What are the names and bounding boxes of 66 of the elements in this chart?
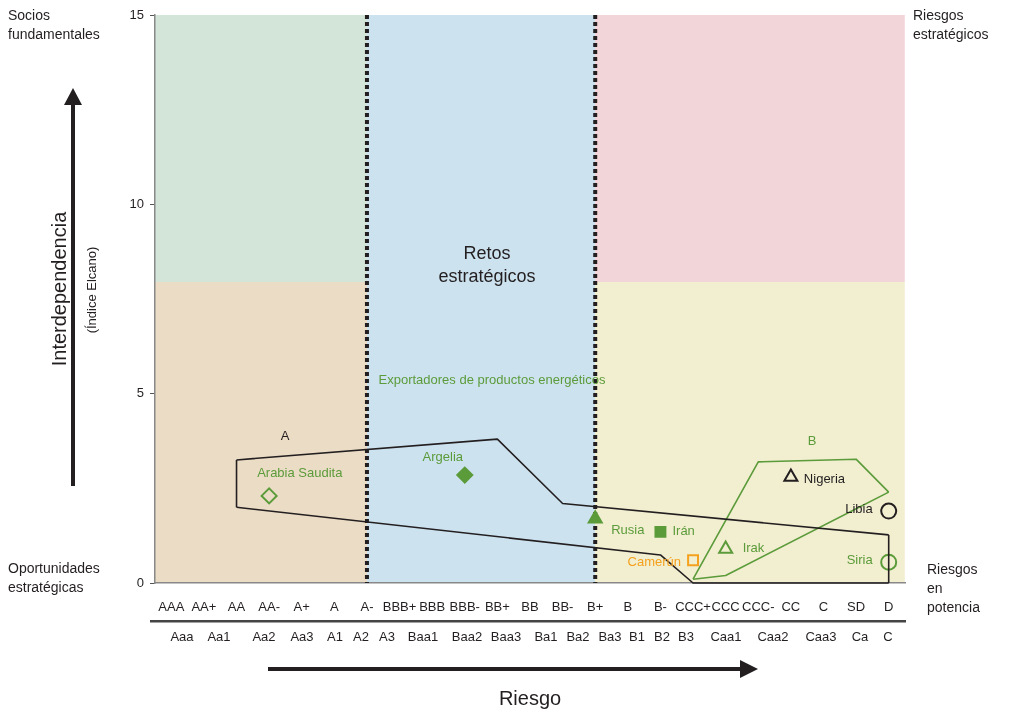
- text: Aa1: [206, 628, 232, 646]
- series-label: Arabia Saudita: [257, 465, 344, 481]
- x-tick-label: CC: [781, 599, 801, 615]
- text: A3: [379, 629, 395, 644]
- y-axis-title: Interdependencia: [47, 210, 70, 367]
- x-tick-label: BB-: [551, 599, 574, 615]
- annotation: B: [806, 432, 818, 450]
- text: Caa3: [804, 628, 838, 646]
- x-tick-label: B: [623, 599, 633, 615]
- text: A2: [353, 629, 369, 644]
- x-tick-label: BB+: [484, 599, 510, 615]
- text: Caa2: [756, 628, 790, 646]
- x-tick-label: CCC-: [742, 599, 775, 615]
- text: C: [883, 629, 893, 644]
- text: Riesgos estratégicos: [913, 6, 990, 44]
- text: Aa2: [251, 628, 277, 646]
- x-axis-title: Riesgo: [498, 686, 562, 709]
- x-tick-label: A-: [360, 599, 374, 615]
- x-tick-label: BBB-: [449, 599, 480, 615]
- series-label: Nigeria: [803, 470, 846, 486]
- text: Socios fundamentales: [8, 6, 101, 44]
- x-tick-label: B+: [587, 599, 604, 615]
- text: Ba1: [534, 629, 558, 644]
- text: Baa1: [406, 628, 440, 646]
- series-label: Irak: [742, 540, 765, 556]
- text: Baa3: [489, 628, 523, 646]
- text: (Índice Elcano): [84, 246, 100, 334]
- text: B3: [678, 629, 694, 644]
- text: A1: [327, 629, 343, 644]
- y-tick-label: 5: [136, 385, 144, 401]
- x-tick-label: AA: [227, 599, 246, 615]
- text: Ba3: [598, 629, 622, 644]
- x-tick-label: CCC+: [675, 599, 711, 615]
- y-tick-label: 0: [136, 574, 144, 590]
- x-tick-label: A: [330, 599, 340, 615]
- series-label: Siria: [846, 551, 874, 567]
- text: Oportunidades estratégicas: [8, 559, 101, 597]
- text: Aa3: [289, 628, 315, 646]
- x-tick-label: C: [818, 599, 829, 615]
- x-tick-label: D: [884, 599, 894, 615]
- text: Aaa: [169, 628, 195, 646]
- x-tick-label: CCC: [711, 599, 740, 615]
- text: Ca: [850, 628, 870, 646]
- text: Baa2: [450, 628, 484, 646]
- annotation: Retos estratégicos: [437, 242, 537, 288]
- series-label: Irán: [672, 523, 695, 539]
- x-tick-label: AAA: [158, 599, 185, 615]
- y-tick-label: 15: [129, 6, 144, 22]
- x-tick-label: B-: [653, 599, 667, 615]
- annotation: Exportadores de productos energéticos: [377, 371, 607, 389]
- x-tick-label: BBB+: [382, 599, 417, 615]
- x-tick-label: BBB: [419, 599, 446, 615]
- x-tick-label: A+: [293, 599, 310, 615]
- x-tick-label: SD: [847, 599, 866, 615]
- text: Caa1: [709, 628, 743, 646]
- annotation: A: [279, 427, 291, 445]
- x-tick-label: AA-: [258, 599, 280, 615]
- text: Ba2: [566, 629, 590, 644]
- y-tick-label: 10: [129, 195, 144, 211]
- x-tick-label: BB: [521, 599, 539, 615]
- series-label: Argelia: [422, 448, 464, 464]
- series-label: Rusia: [611, 522, 646, 538]
- x-tick-label: AA+: [191, 599, 217, 615]
- text: Riesgos en potencia: [927, 560, 981, 617]
- text: B1: [629, 629, 645, 644]
- text: B2: [654, 629, 670, 644]
